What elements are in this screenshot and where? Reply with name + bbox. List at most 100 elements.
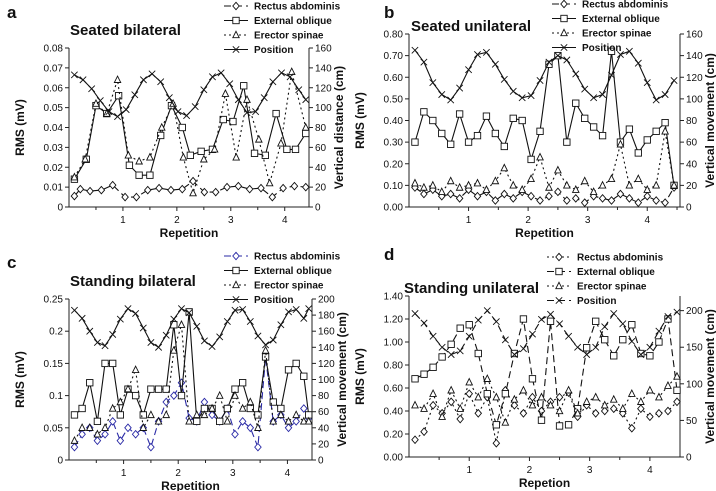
data-point bbox=[492, 438, 501, 448]
series-external-oblique bbox=[411, 315, 681, 430]
data-point bbox=[269, 78, 277, 86]
data-point bbox=[501, 336, 509, 344]
series-line bbox=[414, 187, 675, 204]
data-point bbox=[301, 182, 310, 192]
data-point bbox=[610, 352, 618, 360]
series-position bbox=[411, 46, 678, 104]
data-point bbox=[661, 198, 669, 208]
x-tick-label: 1 bbox=[466, 465, 472, 476]
data-point bbox=[609, 404, 618, 414]
series-external-oblique bbox=[70, 308, 313, 426]
legend-label: Rectus abdominis bbox=[582, 0, 669, 11]
data-point bbox=[146, 410, 155, 419]
data-point bbox=[102, 108, 111, 117]
data-point bbox=[447, 385, 456, 394]
data-point bbox=[93, 338, 101, 346]
data-point bbox=[598, 193, 607, 203]
chart-panel-d: d Standing unilateral 0.00 0.20 0.40 0.60 0.80… bbox=[353, 245, 716, 490]
data-point bbox=[474, 392, 483, 401]
data-point bbox=[292, 410, 301, 419]
y2-axis-label: Vertical movement (cm) bbox=[335, 312, 349, 447]
data-point bbox=[210, 144, 219, 153]
data-point bbox=[229, 117, 237, 126]
y-tick-label: 0.60 bbox=[384, 384, 404, 395]
legend-label: External oblique bbox=[254, 16, 332, 27]
data-point bbox=[465, 389, 474, 399]
y2-tick-label: 50 bbox=[686, 416, 698, 427]
data-point bbox=[589, 123, 598, 131]
data-point bbox=[420, 58, 428, 66]
legend-label: Position bbox=[254, 45, 293, 56]
data-point bbox=[70, 71, 78, 79]
data-point bbox=[86, 379, 94, 387]
data-point bbox=[528, 330, 536, 338]
data-point bbox=[231, 390, 239, 399]
x-axis-label: Repetition bbox=[161, 479, 220, 491]
series-rectus-abdominis bbox=[70, 176, 310, 202]
legend: Rectus abdominis External oblique Erector … bbox=[224, 251, 341, 306]
data-point bbox=[607, 196, 616, 205]
series-line bbox=[73, 71, 307, 196]
data-point bbox=[646, 352, 654, 360]
data-point bbox=[519, 408, 528, 418]
legend-marker bbox=[232, 266, 240, 275]
series-position bbox=[70, 305, 313, 351]
data-point bbox=[261, 345, 270, 354]
y2-tick-label: 100 bbox=[686, 379, 703, 390]
legend-label: Position bbox=[582, 43, 621, 54]
y-tick-label: 1.00 bbox=[384, 338, 404, 349]
data-point bbox=[634, 198, 643, 208]
data-point bbox=[254, 411, 262, 419]
y2-tick-label: 160 bbox=[686, 30, 703, 41]
y-tick-label: 0.07 bbox=[44, 63, 64, 74]
data-point bbox=[177, 378, 186, 388]
data-point bbox=[200, 187, 209, 197]
legend-marker bbox=[232, 295, 240, 304]
data-point bbox=[491, 196, 500, 205]
y2-tick-label: 60 bbox=[315, 143, 327, 154]
series-rectus-abdominis bbox=[411, 183, 678, 208]
data-point bbox=[234, 181, 243, 191]
y-tick-label: 0.50 bbox=[384, 94, 404, 105]
data-point bbox=[124, 384, 132, 393]
data-point bbox=[492, 392, 501, 401]
data-point bbox=[420, 319, 428, 327]
data-point bbox=[70, 435, 79, 444]
data-point bbox=[147, 385, 155, 393]
legend-label: External oblique bbox=[582, 14, 660, 25]
data-point bbox=[208, 342, 216, 351]
legend-marker bbox=[232, 45, 240, 54]
data-point bbox=[429, 116, 437, 125]
data-point bbox=[510, 351, 518, 359]
y2-tick-label: 160 bbox=[318, 327, 335, 338]
y2-tick-label: 150 bbox=[686, 343, 703, 354]
legend-label: Rectus abdominis bbox=[254, 2, 341, 13]
data-point bbox=[670, 180, 678, 189]
data-point bbox=[239, 305, 247, 313]
data-point bbox=[292, 305, 300, 313]
data-point bbox=[583, 351, 591, 359]
data-point bbox=[625, 193, 634, 203]
data-point bbox=[76, 184, 85, 194]
x-tick-label: 3 bbox=[228, 215, 234, 226]
data-point bbox=[637, 349, 645, 358]
data-point bbox=[619, 336, 627, 344]
data-point bbox=[157, 131, 165, 140]
data-point bbox=[131, 91, 139, 99]
data-point bbox=[124, 423, 132, 433]
data-point bbox=[116, 315, 124, 323]
y-tick-label: 0.08 bbox=[44, 44, 64, 55]
legend-marker bbox=[232, 251, 240, 261]
y2-tick-label: 0 bbox=[318, 456, 324, 467]
data-point bbox=[300, 314, 308, 322]
x-tick-label: 4 bbox=[644, 215, 650, 226]
data-point bbox=[419, 182, 428, 191]
data-point bbox=[590, 94, 598, 102]
data-point bbox=[473, 178, 482, 187]
data-point bbox=[553, 165, 562, 174]
data-point bbox=[265, 178, 274, 187]
data-point bbox=[500, 75, 508, 83]
data-point bbox=[420, 108, 428, 116]
data-point bbox=[96, 97, 104, 105]
data-point bbox=[78, 314, 86, 322]
